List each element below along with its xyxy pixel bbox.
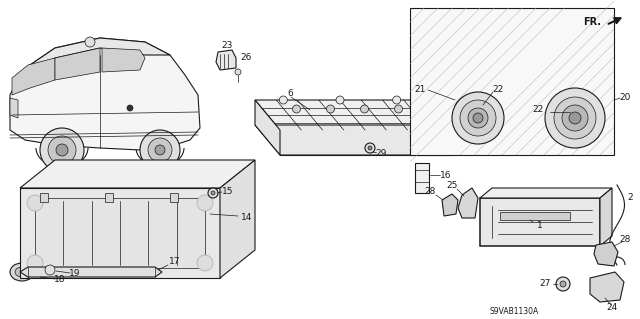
Circle shape <box>460 102 480 122</box>
Polygon shape <box>40 193 48 202</box>
Polygon shape <box>10 98 18 118</box>
Polygon shape <box>170 193 178 202</box>
Circle shape <box>468 108 488 128</box>
Polygon shape <box>12 58 55 95</box>
Text: 24: 24 <box>606 303 618 313</box>
Text: 25: 25 <box>446 182 458 190</box>
Ellipse shape <box>15 267 29 277</box>
Text: FR.: FR. <box>583 17 601 27</box>
Bar <box>415 163 429 193</box>
Circle shape <box>292 105 301 113</box>
Text: 28: 28 <box>620 235 630 244</box>
Circle shape <box>48 136 76 164</box>
Polygon shape <box>590 272 624 302</box>
Text: 20: 20 <box>620 93 630 102</box>
Circle shape <box>556 277 570 291</box>
Text: 22: 22 <box>492 85 504 94</box>
Polygon shape <box>442 194 458 216</box>
Polygon shape <box>255 100 280 155</box>
Circle shape <box>365 143 375 153</box>
Polygon shape <box>220 160 255 278</box>
Ellipse shape <box>10 263 34 281</box>
Circle shape <box>45 265 55 275</box>
Text: 16: 16 <box>440 170 452 180</box>
Polygon shape <box>594 242 618 266</box>
Text: 21: 21 <box>414 85 426 94</box>
Text: 14: 14 <box>241 213 253 222</box>
Text: 18: 18 <box>54 276 66 285</box>
Polygon shape <box>10 38 200 150</box>
Text: S9VAB1130A: S9VAB1130A <box>490 307 540 316</box>
Circle shape <box>473 113 483 123</box>
Polygon shape <box>458 188 478 218</box>
Ellipse shape <box>86 39 94 45</box>
Polygon shape <box>216 50 236 70</box>
Circle shape <box>27 255 43 271</box>
Polygon shape <box>30 38 170 72</box>
Ellipse shape <box>103 82 157 128</box>
Circle shape <box>360 105 369 113</box>
Text: 2: 2 <box>627 194 633 203</box>
Polygon shape <box>20 160 255 188</box>
Circle shape <box>197 195 213 211</box>
Text: 19: 19 <box>69 269 81 278</box>
Circle shape <box>140 130 180 170</box>
Circle shape <box>394 105 403 113</box>
Polygon shape <box>105 193 113 202</box>
Circle shape <box>27 195 43 211</box>
Polygon shape <box>480 188 612 198</box>
Polygon shape <box>102 48 145 72</box>
Text: 27: 27 <box>540 279 550 288</box>
Circle shape <box>560 281 566 287</box>
Circle shape <box>85 37 95 47</box>
Circle shape <box>562 105 588 131</box>
Ellipse shape <box>471 77 485 99</box>
Circle shape <box>326 105 335 113</box>
Circle shape <box>208 188 218 198</box>
Text: 26: 26 <box>240 54 252 63</box>
Circle shape <box>211 191 215 195</box>
Circle shape <box>40 128 84 172</box>
Circle shape <box>148 138 172 162</box>
Polygon shape <box>410 8 614 155</box>
Circle shape <box>554 97 596 139</box>
Bar <box>500 212 570 220</box>
Polygon shape <box>600 188 612 246</box>
Circle shape <box>155 145 165 155</box>
Polygon shape <box>280 130 450 155</box>
Polygon shape <box>20 267 162 277</box>
Circle shape <box>56 144 68 156</box>
Bar <box>35 198 205 268</box>
Text: 15: 15 <box>222 188 234 197</box>
Circle shape <box>569 112 581 124</box>
Circle shape <box>368 146 372 150</box>
Text: 22: 22 <box>532 106 543 115</box>
Circle shape <box>197 255 213 271</box>
Text: 17: 17 <box>169 257 180 266</box>
Circle shape <box>336 96 344 104</box>
Text: 6: 6 <box>287 90 293 99</box>
Polygon shape <box>20 188 220 278</box>
Polygon shape <box>255 100 450 130</box>
Circle shape <box>235 69 241 75</box>
Bar <box>480 198 600 246</box>
Text: 1: 1 <box>537 220 543 229</box>
Circle shape <box>465 107 475 117</box>
Circle shape <box>127 105 133 111</box>
Circle shape <box>279 96 287 104</box>
Circle shape <box>454 96 486 128</box>
Text: 28: 28 <box>424 188 436 197</box>
Ellipse shape <box>571 75 585 97</box>
Text: 29: 29 <box>375 149 387 158</box>
Text: 23: 23 <box>221 41 233 50</box>
Polygon shape <box>425 100 450 155</box>
Circle shape <box>545 88 605 148</box>
Polygon shape <box>55 48 100 80</box>
Circle shape <box>452 92 504 144</box>
Circle shape <box>393 96 401 104</box>
Polygon shape <box>255 125 450 155</box>
Circle shape <box>460 100 496 136</box>
